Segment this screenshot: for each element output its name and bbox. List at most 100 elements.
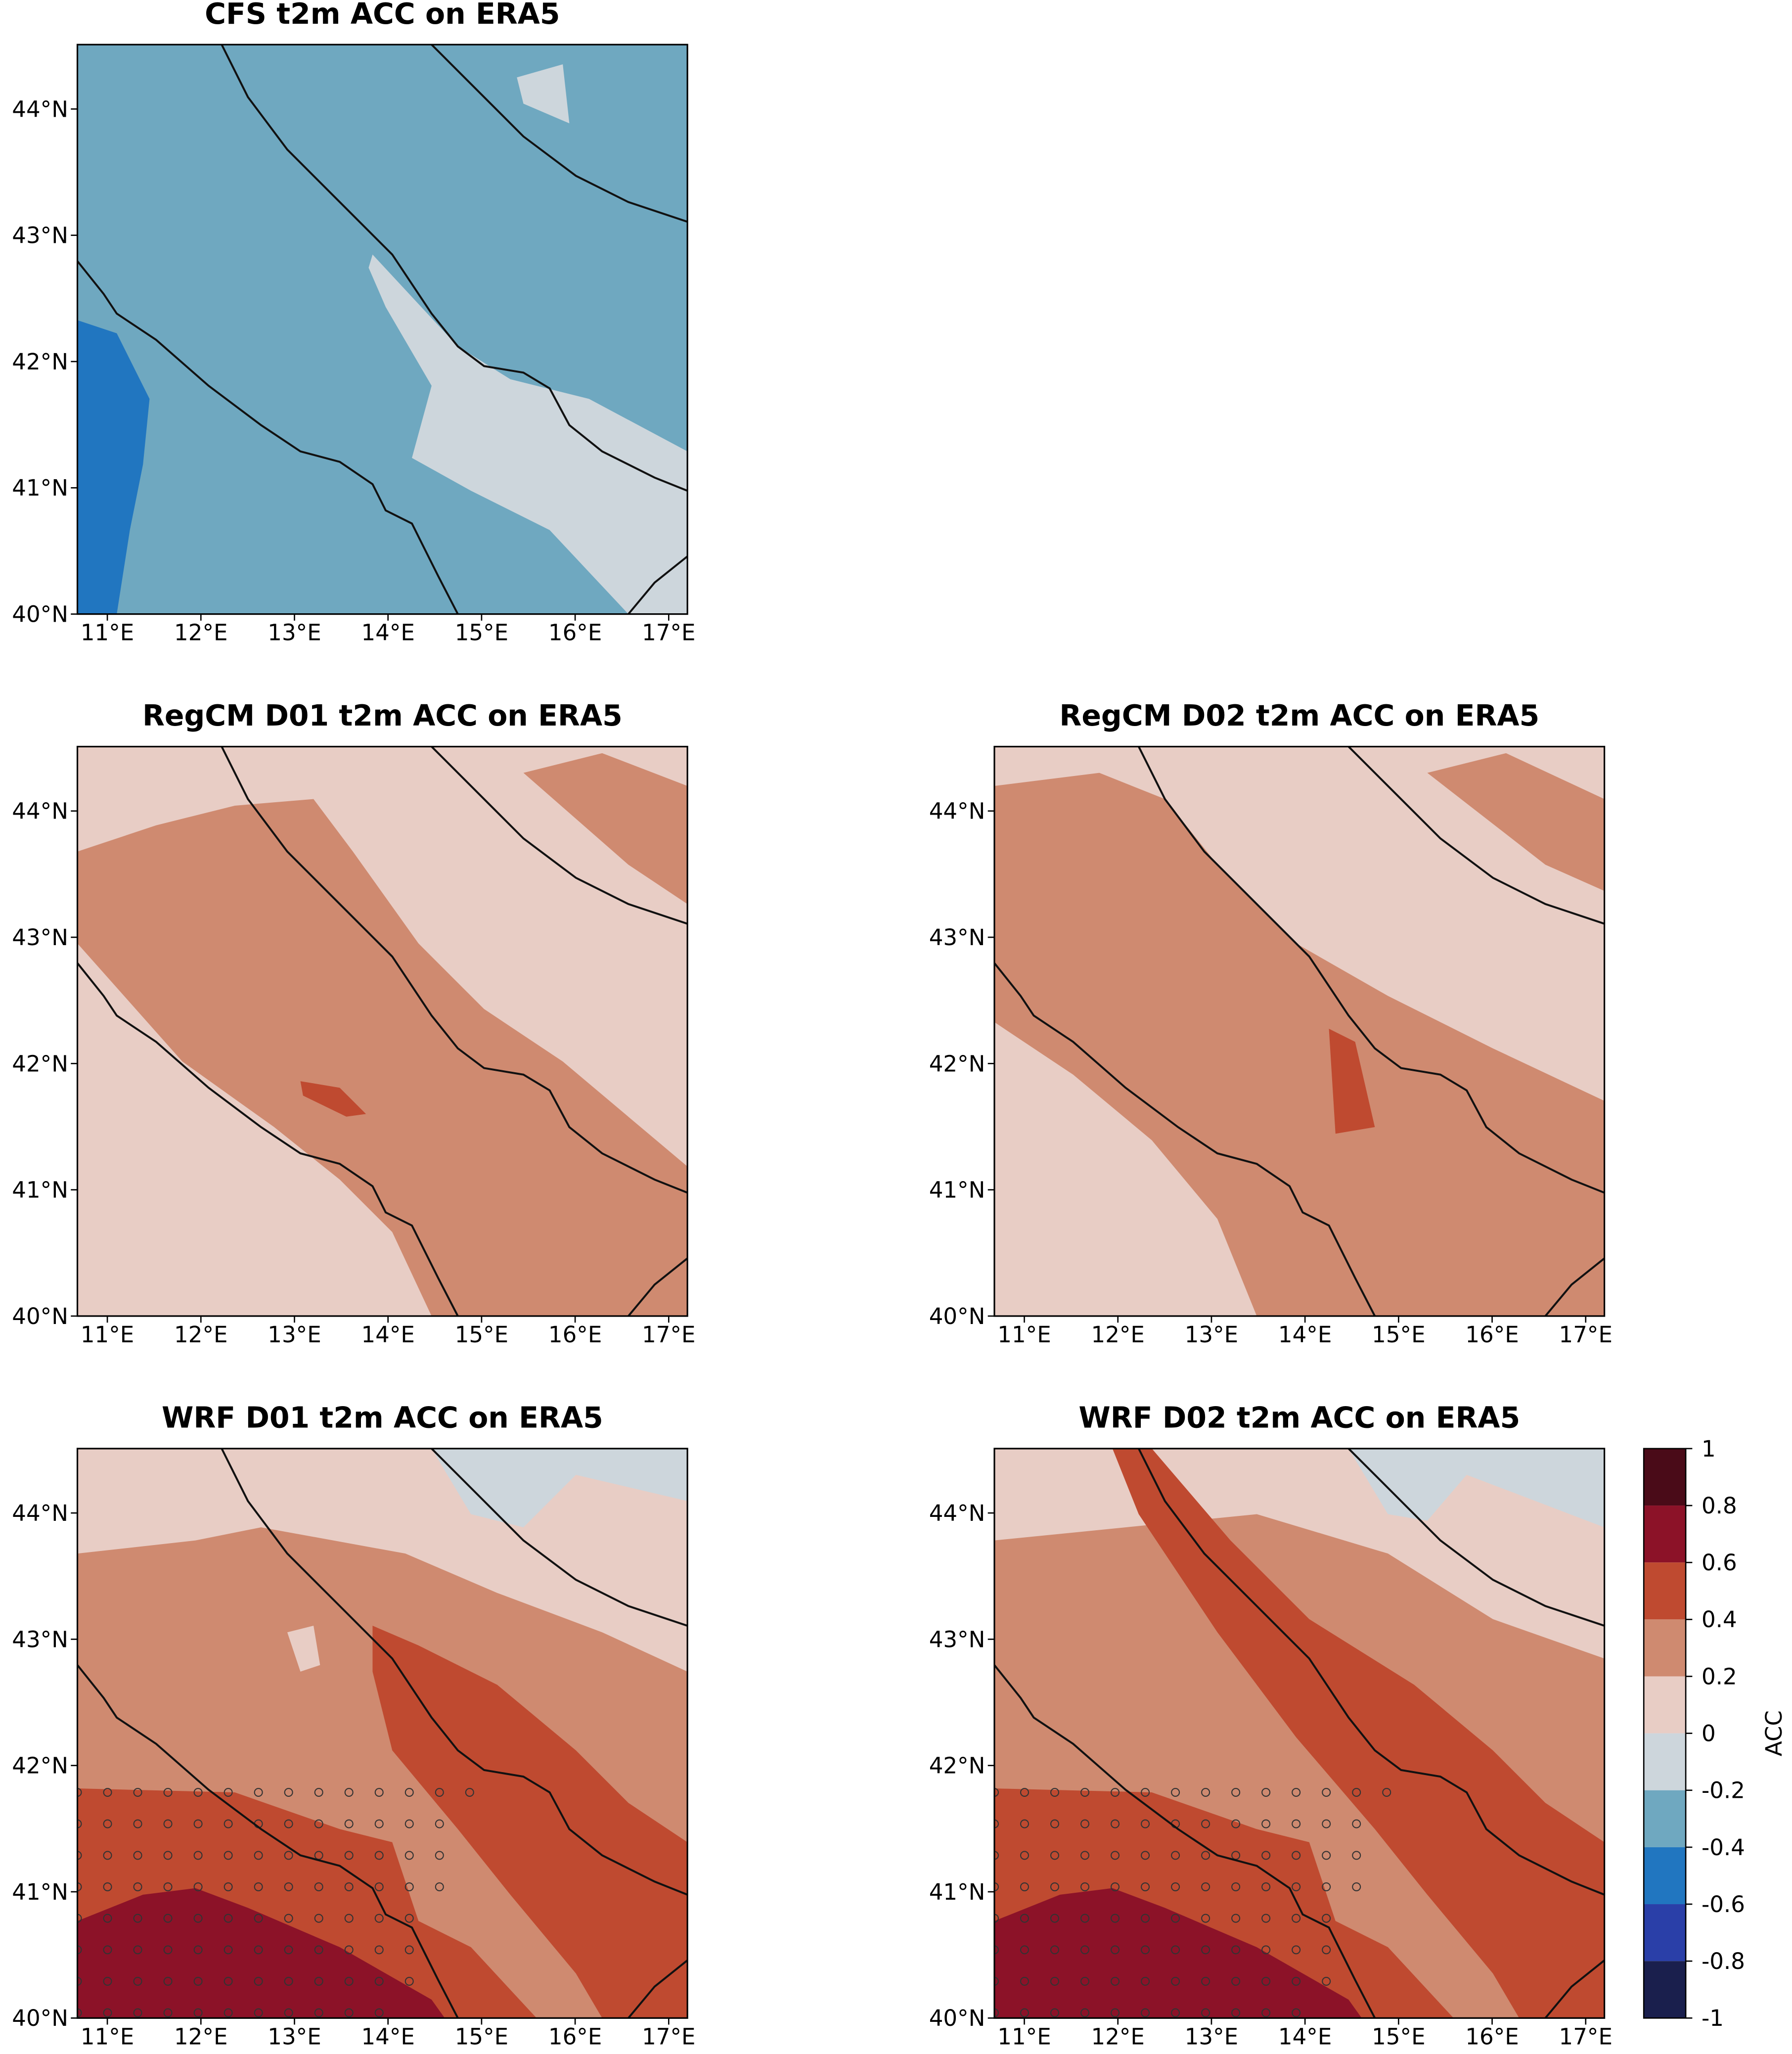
significance-dot xyxy=(1352,1819,1361,1828)
significance-dot xyxy=(465,1787,474,1797)
significance-dot xyxy=(1111,1945,1120,1955)
x-tick-label: 14°E xyxy=(361,2023,414,2050)
colorbar-segment xyxy=(1644,1790,1686,1847)
significance-dot xyxy=(1141,1945,1150,1955)
significance-dot xyxy=(374,1977,384,1986)
colorbar-segment xyxy=(1644,1961,1686,2018)
significance-dot xyxy=(1292,1882,1301,1892)
panel-title: RegCM D01 t2m ACC on ERA5 xyxy=(142,699,623,732)
significance-dot xyxy=(1020,1819,1030,1828)
significance-dot xyxy=(77,1819,82,1828)
significance-dot xyxy=(1050,1914,1060,1923)
contour-fill xyxy=(1348,1448,1605,1528)
x-tick-label: 16°E xyxy=(548,2023,602,2050)
x-tick-label: 13°E xyxy=(268,1322,321,1348)
significance-dot xyxy=(133,1914,142,1923)
colorbar-tick-label: 0.2 xyxy=(1702,1663,1737,1689)
significance-dot xyxy=(344,1914,354,1923)
significance-dot xyxy=(1141,1882,1150,1892)
significance-dot xyxy=(1171,1882,1180,1892)
significance-dot xyxy=(1020,2008,1030,2017)
significance-dot xyxy=(193,1819,203,1828)
significance-dot xyxy=(994,1882,999,1892)
colorbar: 1 0.8 0.6 0.4 0.2 0 -0.2 -0.4 -0.6 -0.8 -1 ACC xyxy=(1643,1436,1787,2031)
y-tick-label: 42°N xyxy=(929,1753,986,1779)
coastline xyxy=(1138,1448,1605,1896)
significance-dot xyxy=(1292,1851,1301,1860)
map-frame xyxy=(76,44,688,615)
significance-dot xyxy=(133,1882,142,1892)
colorbar-tick-label: 0.8 xyxy=(1702,1493,1737,1519)
significance-dot xyxy=(1050,1819,1060,1828)
panel-title: CFS t2m ACC on ERA5 xyxy=(205,0,560,31)
colorbar-tick-label: -0.4 xyxy=(1702,1834,1745,1861)
significance-dot xyxy=(1322,1882,1331,1892)
significance-dot xyxy=(1020,1945,1030,1955)
significance-dot xyxy=(1352,1787,1361,1797)
significance-dot xyxy=(344,2008,354,2017)
significance-dot xyxy=(193,1977,203,1986)
significance-dot xyxy=(133,1945,142,1955)
significance-dot xyxy=(1080,1977,1090,1986)
x-tick-label: 16°E xyxy=(548,1322,602,1348)
colorbar-segment xyxy=(1644,1847,1686,1905)
coastline xyxy=(431,45,688,223)
significance-dot xyxy=(344,1882,354,1892)
significance-dot xyxy=(1111,1851,1120,1860)
significance-dot xyxy=(1322,1977,1331,1986)
significance-dot xyxy=(1292,2008,1301,2017)
x-tick-label: 17°E xyxy=(642,620,695,646)
contour-fill xyxy=(287,1626,320,1672)
contour-fill xyxy=(523,753,688,904)
y-tick-label: 43°N xyxy=(12,1626,68,1652)
significance-dot xyxy=(1261,1914,1271,1923)
x-tick-label: 13°E xyxy=(268,620,321,646)
significance-dot xyxy=(103,1914,112,1923)
significance-dot xyxy=(1261,2008,1271,2017)
coastline xyxy=(994,962,1376,1316)
coastline xyxy=(994,1664,1376,2018)
significance-dot xyxy=(404,1819,414,1828)
significance-dot xyxy=(1231,1914,1241,1923)
significance-dot xyxy=(1231,1977,1241,1986)
significance-dot xyxy=(374,1851,384,1860)
significance-dot xyxy=(1050,1945,1060,1955)
significance-dot xyxy=(1201,1851,1210,1860)
significance-dot xyxy=(1111,1914,1120,1923)
significance-dot xyxy=(404,1914,414,1923)
y-tick-label: 43°N xyxy=(929,924,986,951)
contour-fill xyxy=(1329,1028,1375,1134)
coastline xyxy=(1347,1448,1605,1627)
map-field xyxy=(994,1448,1605,2018)
y-tick-label: 40°N xyxy=(12,2005,68,2031)
significance-dot xyxy=(284,1819,293,1828)
significance-dot xyxy=(1201,1977,1210,1986)
significance-dot xyxy=(163,1787,173,1797)
y-tick-label: 44°N xyxy=(12,96,68,122)
x-tick-label: 15°E xyxy=(1372,2023,1425,2050)
x-tick-label: 13°E xyxy=(268,2023,321,2050)
coastline xyxy=(627,1960,688,2018)
y-tick-label: 43°N xyxy=(12,924,68,951)
map-frame xyxy=(993,745,1606,1317)
significance-dot xyxy=(994,1819,999,1828)
contour-fill xyxy=(77,320,150,614)
significance-dot xyxy=(1292,1977,1301,1986)
map-field xyxy=(77,1448,688,2018)
significance-dot xyxy=(314,1787,323,1797)
x-tick-label: 12°E xyxy=(1091,1322,1145,1348)
significance-dot xyxy=(1231,1787,1241,1797)
x-tick-label: 14°E xyxy=(1278,2023,1332,2050)
x-tick-label: 15°E xyxy=(1372,1322,1425,1348)
significance-dot xyxy=(1171,1977,1180,1986)
significance-dot xyxy=(1201,1819,1210,1828)
significance-dot xyxy=(103,1977,112,1986)
map-field xyxy=(77,45,688,614)
coastline xyxy=(627,1257,688,1316)
colorbar-tick-label: -0.6 xyxy=(1702,1891,1745,1917)
significance-dot xyxy=(284,1882,293,1892)
significance-dot xyxy=(1292,1945,1301,1955)
map-field xyxy=(77,746,688,1316)
significance-dot xyxy=(374,1945,384,1955)
y-tick-label: 41°N xyxy=(12,1879,68,1905)
